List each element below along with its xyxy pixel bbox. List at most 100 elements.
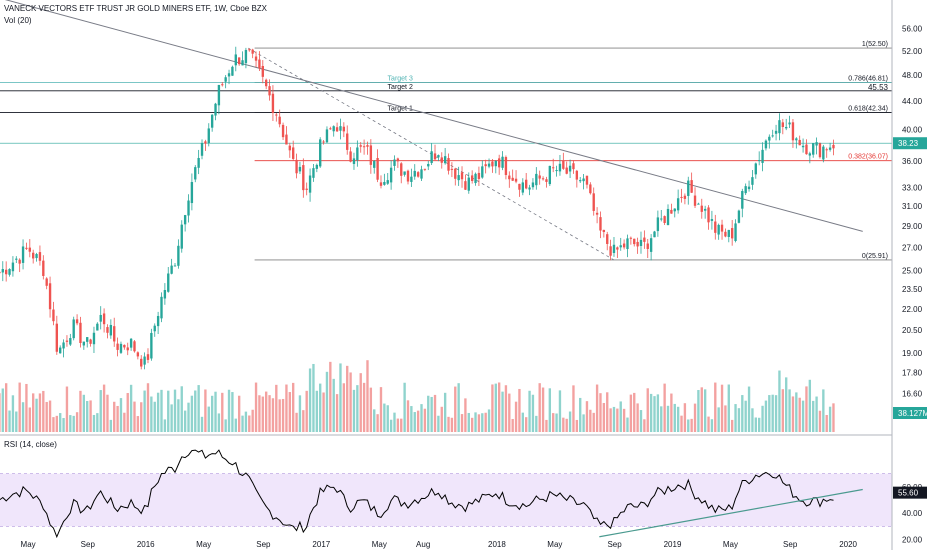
candle[interactable] bbox=[119, 343, 123, 353]
candle[interactable] bbox=[619, 245, 622, 248]
candle[interactable] bbox=[555, 170, 558, 172]
candle[interactable] bbox=[92, 332, 96, 345]
candle[interactable] bbox=[298, 166, 302, 172]
candle[interactable] bbox=[376, 158, 379, 180]
candle[interactable] bbox=[832, 144, 835, 149]
candle[interactable] bbox=[585, 175, 589, 185]
candle[interactable] bbox=[508, 175, 511, 180]
candle[interactable] bbox=[720, 224, 724, 232]
candle[interactable] bbox=[35, 254, 38, 259]
candle[interactable] bbox=[332, 126, 335, 132]
candle[interactable] bbox=[28, 247, 31, 252]
candle[interactable] bbox=[788, 122, 791, 125]
candle[interactable] bbox=[312, 168, 315, 178]
candle[interactable] bbox=[798, 139, 801, 146]
candle[interactable] bbox=[717, 224, 720, 235]
candle[interactable] bbox=[204, 141, 207, 144]
candle[interactable] bbox=[160, 296, 163, 319]
candle[interactable] bbox=[183, 215, 187, 225]
candle[interactable] bbox=[251, 49, 254, 54]
candle[interactable] bbox=[373, 160, 376, 168]
candle[interactable] bbox=[0, 271, 1, 274]
candle[interactable] bbox=[572, 163, 575, 170]
candle[interactable] bbox=[275, 114, 278, 116]
candle[interactable] bbox=[433, 153, 437, 160]
candle[interactable] bbox=[477, 172, 481, 179]
candle[interactable] bbox=[11, 262, 15, 272]
candle[interactable] bbox=[322, 141, 325, 143]
candle[interactable] bbox=[62, 342, 65, 349]
candle[interactable] bbox=[268, 86, 271, 96]
candle[interactable] bbox=[602, 229, 606, 233]
candle[interactable] bbox=[474, 173, 477, 184]
candle[interactable] bbox=[693, 195, 697, 206]
candle[interactable] bbox=[494, 160, 497, 167]
candle[interactable] bbox=[440, 157, 443, 163]
candle[interactable] bbox=[366, 145, 369, 147]
candle[interactable] bbox=[791, 122, 795, 141]
candle[interactable] bbox=[430, 151, 433, 164]
candle[interactable] bbox=[511, 177, 514, 181]
candle[interactable] bbox=[288, 145, 291, 151]
candle[interactable] bbox=[342, 126, 346, 132]
candle[interactable] bbox=[18, 259, 21, 264]
candle[interactable] bbox=[96, 323, 99, 331]
candle[interactable] bbox=[575, 170, 579, 180]
candle[interactable] bbox=[197, 157, 200, 168]
candle[interactable] bbox=[261, 65, 264, 77]
candle[interactable] bbox=[146, 354, 150, 360]
candle[interactable] bbox=[248, 49, 251, 51]
candle[interactable] bbox=[673, 208, 676, 212]
candle[interactable] bbox=[167, 273, 170, 292]
candle[interactable] bbox=[339, 126, 342, 131]
candle[interactable] bbox=[545, 179, 548, 182]
candle[interactable] bbox=[126, 347, 129, 351]
candle[interactable] bbox=[113, 326, 116, 342]
candle[interactable] bbox=[491, 161, 494, 167]
candle[interactable] bbox=[65, 340, 69, 342]
candle[interactable] bbox=[315, 164, 319, 169]
candle[interactable] bbox=[207, 128, 210, 144]
candle[interactable] bbox=[264, 79, 268, 87]
candle[interactable] bbox=[156, 315, 160, 327]
candle[interactable] bbox=[214, 103, 217, 116]
candle[interactable] bbox=[812, 143, 815, 155]
candle[interactable] bbox=[795, 138, 798, 141]
candle[interactable] bbox=[217, 84, 221, 106]
candle[interactable] bbox=[707, 207, 710, 223]
candle[interactable] bbox=[8, 269, 11, 275]
candle[interactable] bbox=[48, 283, 52, 310]
candle[interactable] bbox=[305, 188, 308, 190]
candle[interactable] bbox=[140, 358, 143, 367]
candle[interactable] bbox=[143, 356, 146, 365]
candle[interactable] bbox=[278, 116, 281, 125]
candle[interactable] bbox=[565, 167, 568, 174]
candle[interactable] bbox=[808, 153, 812, 156]
candle[interactable] bbox=[447, 158, 450, 171]
candle[interactable] bbox=[106, 327, 109, 333]
candle[interactable] bbox=[660, 218, 663, 220]
candle[interactable] bbox=[822, 146, 825, 160]
candle[interactable] bbox=[774, 130, 778, 134]
candle[interactable] bbox=[734, 223, 737, 241]
candle[interactable] bbox=[595, 212, 599, 215]
candle[interactable] bbox=[389, 167, 393, 183]
candle[interactable] bbox=[643, 237, 646, 242]
candle[interactable] bbox=[244, 49, 248, 64]
candle[interactable] bbox=[427, 163, 430, 167]
candle[interactable] bbox=[558, 163, 562, 172]
candle[interactable] bbox=[626, 238, 629, 250]
candle[interactable] bbox=[136, 352, 140, 357]
candle[interactable] bbox=[190, 182, 194, 204]
candle[interactable] bbox=[4, 269, 8, 275]
candle[interactable] bbox=[616, 247, 619, 250]
candle[interactable] bbox=[79, 322, 82, 343]
candle[interactable] bbox=[21, 246, 25, 263]
candle[interactable] bbox=[741, 191, 744, 209]
candle[interactable] bbox=[356, 147, 359, 161]
candle[interactable] bbox=[747, 186, 751, 190]
candle[interactable] bbox=[170, 265, 173, 274]
candle[interactable] bbox=[362, 146, 366, 148]
candle[interactable] bbox=[690, 180, 693, 193]
